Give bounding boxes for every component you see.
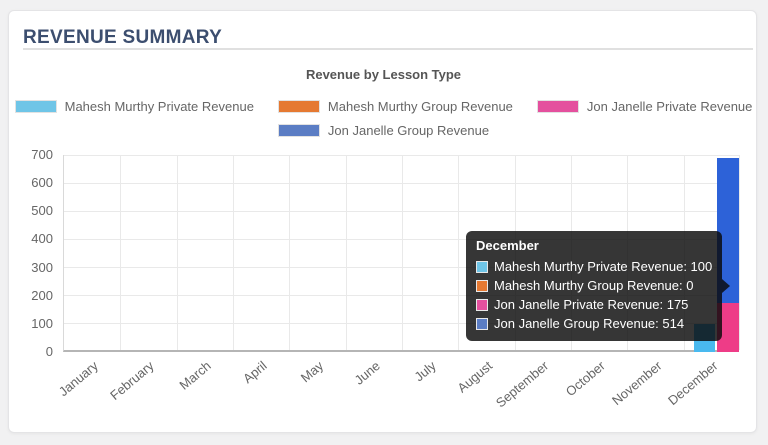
- legend-swatch: [536, 100, 579, 113]
- legend-item-jon-2[interactable]: Jon Janelle Private Revenue: [536, 99, 753, 114]
- tooltip-row-text: Jon Janelle Group Revenue: 514: [494, 316, 685, 331]
- legend-item-mahesh-1[interactable]: Mahesh Murthy Group Revenue: [277, 99, 513, 114]
- legend-item-jon-3[interactable]: Jon Janelle Group Revenue: [277, 123, 490, 138]
- gridline: [64, 238, 739, 240]
- tooltip-row-text: Jon Janelle Private Revenue: 175: [494, 297, 689, 312]
- gridline: [64, 210, 739, 212]
- gridline: [64, 154, 739, 156]
- tooltip-caret-icon: [722, 279, 731, 293]
- legend-swatch: [277, 100, 320, 113]
- y-tick-label: 100: [31, 315, 53, 331]
- gridline: [120, 155, 121, 350]
- legend-label: Jon Janelle Group Revenue: [327, 123, 490, 138]
- y-tick-label: 400: [31, 231, 53, 247]
- gridline: [458, 155, 459, 350]
- y-tick-label: 300: [31, 259, 53, 275]
- revenue-summary-card: REVENUE SUMMARY Revenue by Lesson Type M…: [8, 10, 757, 433]
- gridline: [64, 267, 739, 269]
- legend-item-mahesh-0[interactable]: Mahesh Murthy Private Revenue: [14, 99, 254, 114]
- chart-legend-row-1: Mahesh Murthy Private Revenue Mahesh Murt…: [9, 99, 758, 114]
- gridline: [402, 155, 403, 350]
- legend-swatch: [277, 124, 320, 137]
- gridline: [233, 155, 234, 350]
- y-tick-label: 500: [31, 203, 53, 219]
- bar-jon-december[interactable]: [716, 158, 739, 303]
- tooltip-swatch: [476, 260, 488, 273]
- title-divider: [23, 48, 753, 50]
- y-tick-label: 700: [31, 147, 53, 162]
- gridline: [64, 295, 739, 297]
- page-title: REVENUE SUMMARY: [23, 27, 223, 48]
- chart-title: Revenue by Lesson Type: [305, 67, 462, 82]
- tooltip-row: Mahesh Murthy Group Revenue: 0: [476, 276, 712, 295]
- tooltip-row: Jon Janelle Group Revenue: 514: [476, 314, 712, 333]
- chart-tooltip: December Mahesh Murthy Private Revenue: …: [466, 231, 731, 341]
- tooltip-title: December: [476, 238, 539, 253]
- y-tick-label: 200: [31, 287, 53, 303]
- tooltip-swatch: [476, 298, 488, 311]
- legend-label: Mahesh Murthy Group Revenue: [327, 99, 513, 114]
- bar-jon-december[interactable]: [716, 302, 739, 352]
- gridline: [289, 155, 290, 350]
- gridline: [64, 323, 739, 325]
- y-tick-label: 0: [45, 344, 53, 359]
- gridline: [177, 155, 178, 350]
- tooltip-row: Jon Janelle Private Revenue: 175: [476, 295, 712, 314]
- legend-label: Mahesh Murthy Private Revenue: [64, 99, 254, 114]
- chart-legend-row-2: Jon Janelle Group Revenue: [9, 123, 758, 138]
- gridline: [64, 182, 739, 184]
- tooltip-swatch: [476, 317, 488, 330]
- legend-swatch: [14, 100, 57, 113]
- y-tick-label: 600: [31, 175, 53, 191]
- gridline: [739, 155, 740, 350]
- tooltip-row: Mahesh Murthy Private Revenue: 100: [476, 257, 712, 276]
- tooltip-row-text: Mahesh Murthy Private Revenue: 100: [494, 259, 713, 274]
- gridline: [346, 155, 347, 350]
- tooltip-swatch: [476, 279, 488, 292]
- tooltip-row-text: Mahesh Murthy Group Revenue: 0: [494, 278, 694, 293]
- legend-label: Jon Janelle Private Revenue: [586, 99, 753, 114]
